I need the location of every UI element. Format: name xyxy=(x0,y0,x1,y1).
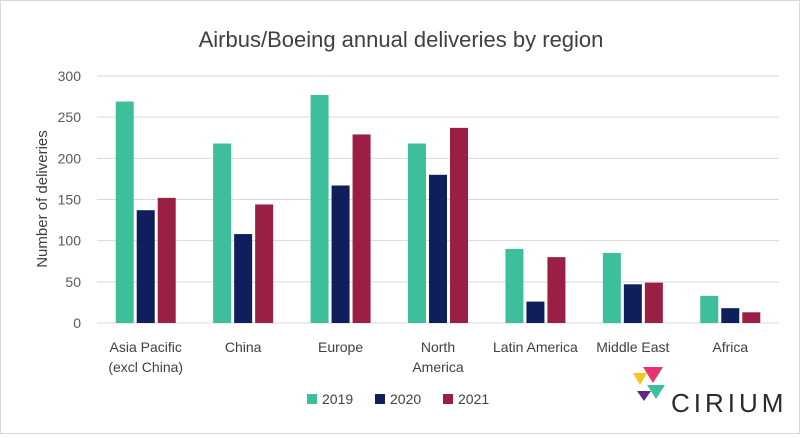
bars xyxy=(115,94,761,324)
bar-2021-7 xyxy=(742,312,761,323)
x-tick-label: America xyxy=(412,359,464,375)
x-tick-label: (excl China) xyxy=(108,359,183,375)
bar-2019-1 xyxy=(115,101,134,323)
legend-swatch-2019 xyxy=(307,394,317,404)
y-tick-label: 200 xyxy=(58,150,82,166)
bar-2020-3 xyxy=(331,185,350,323)
logo-text: CIRIUM xyxy=(671,388,787,418)
y-tick-label: 0 xyxy=(73,315,81,331)
legend-label-2021: 2021 xyxy=(458,391,489,407)
bar-2019-2 xyxy=(213,143,232,323)
bar-2019-3 xyxy=(310,94,329,323)
x-tick-label: Middle East xyxy=(596,339,669,355)
y-tick-label: 100 xyxy=(58,233,82,249)
bar-2020-6 xyxy=(623,284,642,323)
bar-2020-7 xyxy=(721,308,740,323)
bar-2021-3 xyxy=(352,134,371,323)
x-tick-label: China xyxy=(225,339,262,355)
y-axis-label: Number of deliveries xyxy=(34,130,51,268)
legend-swatch-2021 xyxy=(443,394,453,404)
bar-2021-2 xyxy=(255,204,274,323)
y-tick-label: 50 xyxy=(65,274,81,290)
y-tick-label: 150 xyxy=(58,192,82,208)
legend: 2019 2020 2021 xyxy=(307,391,489,407)
bar-2021-5 xyxy=(547,257,566,323)
legend-label-2020: 2020 xyxy=(390,391,421,407)
bar-2021-6 xyxy=(644,282,663,323)
bar-2021-4 xyxy=(450,127,468,324)
x-tick-label: North xyxy=(421,339,455,355)
bar-2021-1 xyxy=(157,197,176,323)
bar-2020-2 xyxy=(234,234,253,323)
chart-title: Airbus/Boeing annual deliveries by regio… xyxy=(199,27,604,52)
bar-2019-6 xyxy=(602,253,621,323)
legend-label-2019: 2019 xyxy=(322,391,353,407)
bar-2020-4 xyxy=(429,174,447,323)
bar-2020-5 xyxy=(526,301,545,323)
cirium-logo-icon xyxy=(633,367,665,401)
x-tick-label: Latin America xyxy=(493,339,578,355)
cirium-logo: CIRIUM xyxy=(633,367,787,418)
bar-2019-4 xyxy=(408,143,426,323)
x-axis-labels: Asia Pacific (excl China) China Europe North… xyxy=(108,339,748,375)
legend-swatch-2020 xyxy=(375,394,385,404)
y-tick-label: 300 xyxy=(58,68,82,84)
x-tick-label: Europe xyxy=(318,339,363,355)
y-tick-label: 250 xyxy=(58,109,82,125)
x-tick-label: Asia Pacific xyxy=(110,339,182,355)
bar-2020-1 xyxy=(136,210,155,323)
bar-2019-5 xyxy=(505,248,524,323)
bar-2019-7 xyxy=(700,295,719,323)
x-tick-label: Africa xyxy=(712,339,748,355)
y-axis-ticks: 0 50 100 150 200 250 300 xyxy=(58,68,82,331)
